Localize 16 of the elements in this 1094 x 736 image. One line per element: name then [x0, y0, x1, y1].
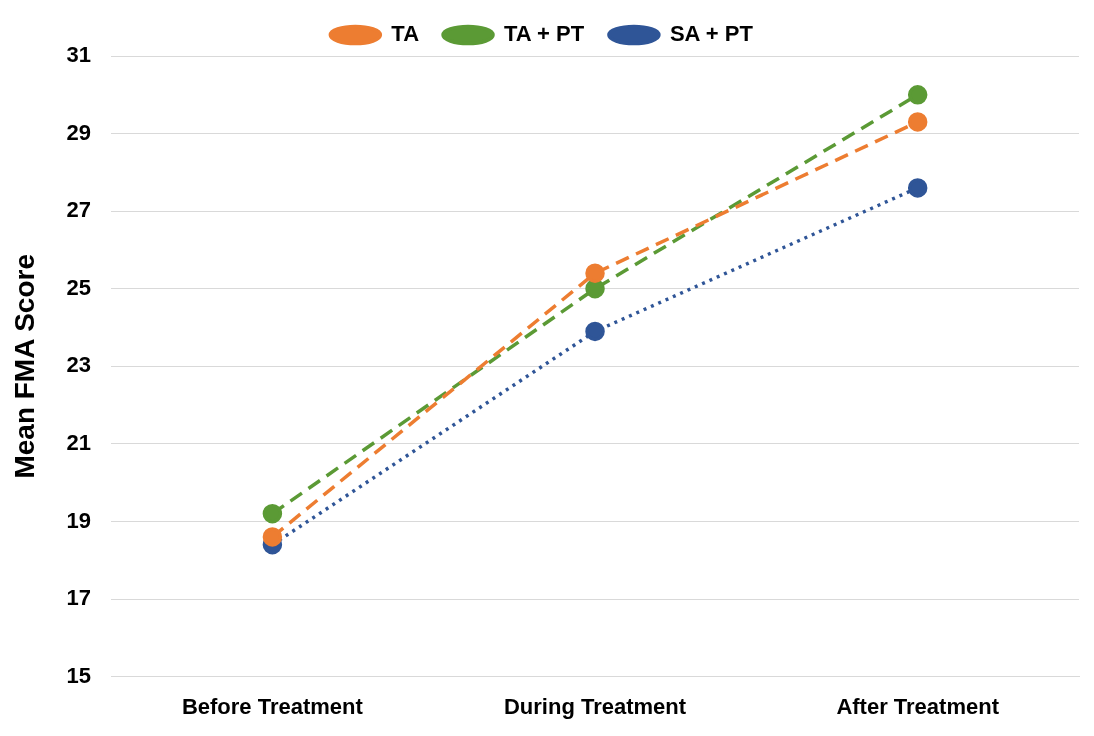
y-tick-label: 21	[66, 429, 92, 455]
legend-label: TA + PT	[504, 21, 585, 47]
y-axis-title: Mean FMA Score	[8, 254, 40, 479]
y-tick-label: 25	[66, 274, 92, 300]
legend-label: TA	[391, 21, 420, 47]
y-tick-label: 31	[66, 42, 92, 68]
y-tick-label: 19	[66, 507, 92, 533]
y-tick-label: 15	[66, 662, 92, 688]
x-tick-label: Before Treatment	[181, 693, 364, 719]
y-tick-label: 17	[66, 585, 92, 611]
legend-label: SA + PT	[669, 21, 754, 47]
y-tick-label: 29	[66, 119, 92, 145]
y-tick-label: 27	[66, 197, 92, 223]
y-tick-label: 23	[66, 352, 92, 378]
x-tick-label: During Treatment	[503, 693, 687, 719]
x-tick-label: After Treatment	[836, 693, 1000, 719]
